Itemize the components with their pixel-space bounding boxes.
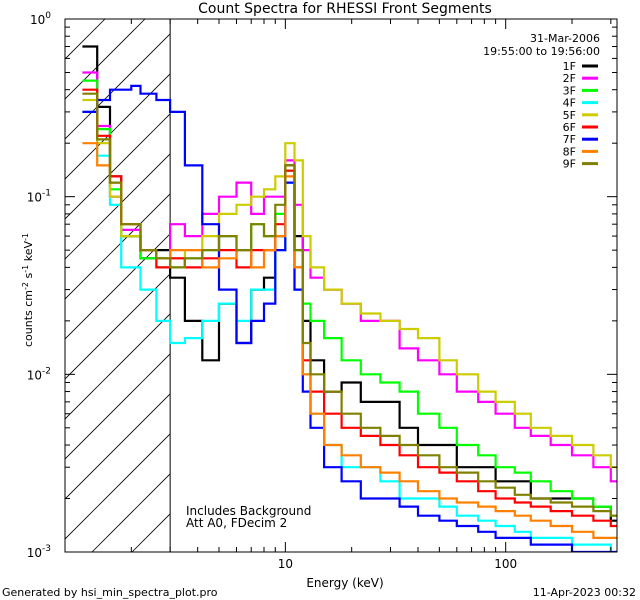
series-line-7F <box>82 84 617 552</box>
hatch-line <box>65 273 171 380</box>
y-tick-label: 100 <box>30 11 51 27</box>
series-line-2F <box>82 71 617 483</box>
y-axis-label: counts cm-2 s-1 keV-1 <box>21 233 35 347</box>
footer-generated-by: Generated by hsi_min_spectra_plot.pro <box>2 586 218 599</box>
legend-label-1F: 1F <box>563 60 576 73</box>
hatch-line <box>91 473 171 552</box>
series-line-1F <box>82 45 617 522</box>
series-layer <box>82 45 617 552</box>
legend-label-4F: 4F <box>563 97 576 110</box>
legend-label-3F: 3F <box>563 84 576 97</box>
hatch-line <box>65 353 171 460</box>
hatch-line <box>65 393 171 500</box>
annotation-background: Includes Background <box>186 504 311 518</box>
annotation-attenuator: Att A0, FDecim 2 <box>186 516 287 530</box>
hatch-line <box>65 193 171 300</box>
series-line-3F <box>82 79 617 517</box>
y-tick-label: 10-2 <box>27 366 51 382</box>
legend-label-5F: 5F <box>563 109 576 122</box>
chart-title: Count Spectra for RHESSI Front Segments <box>198 1 492 17</box>
hatch-line <box>65 233 171 340</box>
series-line-4F <box>82 110 617 552</box>
x-tick-label: 10 <box>278 557 293 571</box>
series-line-9F <box>82 92 617 517</box>
plot-frame <box>64 18 618 553</box>
hatch-line <box>65 73 171 180</box>
legend-label-9F: 9F <box>563 158 576 171</box>
series-line-5F <box>82 98 617 469</box>
legend-label-7F: 7F <box>563 133 576 146</box>
date-label: 31-Mar-2006 <box>530 32 600 45</box>
hatch-line <box>65 433 171 540</box>
legend-label-8F: 8F <box>563 145 576 158</box>
series-line-6F <box>82 88 617 528</box>
time-range-label: 19:55:00 to 19:56:00 <box>483 45 600 58</box>
legend-label-2F: 2F <box>563 72 576 85</box>
y-tick-label: 10-3 <box>27 544 51 560</box>
x-axis-label: Energy (keV) <box>306 576 383 590</box>
x-tick-label: 100 <box>494 557 517 571</box>
legend-label-6F: 6F <box>563 121 576 134</box>
hatch-line <box>65 19 66 20</box>
footer-timestamp: 11-Apr-2023 00:32 <box>533 586 636 599</box>
series-line-8F <box>82 142 617 539</box>
axis-ticks: 10 100 10-3 10-2 10-1 100 <box>27 11 617 571</box>
y-tick-label: 10-1 <box>27 189 51 205</box>
hatch-line <box>65 153 171 260</box>
